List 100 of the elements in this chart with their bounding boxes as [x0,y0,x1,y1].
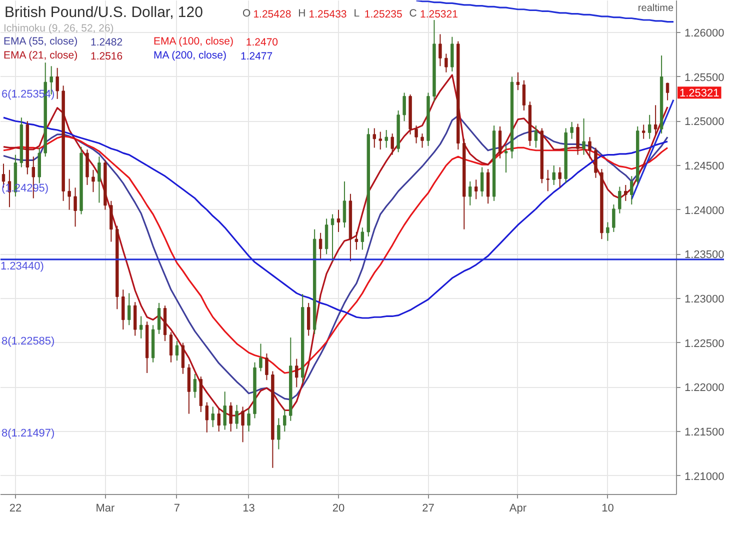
candlestick [666,82,670,101]
candlestick [480,166,484,198]
candlestick [330,214,334,262]
candlestick [606,222,610,242]
text: EMA (21, close) [4,50,78,62]
y-tick-label: 1.21000 [684,470,724,483]
y-tick-label: 1.25000 [684,116,724,128]
x-tick-label: Apr [509,502,527,514]
candlestick [110,200,113,242]
candlestick [402,92,406,122]
text: MA (200, close) [154,50,226,62]
y-tick-label: 1.26000 [684,27,724,40]
candlestick [522,80,526,111]
candlestick [295,358,298,388]
candlestick [486,168,490,204]
candlestick [306,302,310,336]
candlestick [86,149,89,186]
candlestick [594,147,598,178]
y-tick-label: 1.23000 [684,293,724,306]
candlestick [134,302,137,336]
candlestick [122,289,125,330]
candlestick [175,340,179,362]
annotation: 8(1.22585) [2,336,55,348]
candlestick [468,180,472,206]
candlestick [181,342,185,374]
candlestick [354,231,358,250]
annotation: 8(1.21497) [2,428,55,440]
candlestick [128,292,131,326]
text: EMA (55, close) [4,36,78,48]
candlestick [277,418,280,450]
candlestick [582,118,586,156]
x-tick-label: 22 [9,502,22,514]
candlestick [98,156,101,204]
x-tick-label: 7 [174,502,180,514]
candlestick [56,67,59,100]
annotation: Ichimoku (9, 26, 52, 26) [4,22,114,34]
candlestick [241,406,244,443]
candlestick [414,125,418,144]
candlestick [187,364,191,414]
candlestick [378,131,382,150]
text: O 1.25428 H 1.25433 L 1.25235 C 1.25321 [242,8,458,20]
candlestick [498,126,502,159]
candlestick [229,402,232,432]
annotation: 1.2516 [90,50,123,62]
candlestick [534,125,538,148]
candlestick [618,186,622,214]
candlestick [217,408,220,432]
candlestick [223,391,226,430]
candlestick [360,227,364,250]
candlestick [38,147,41,184]
text: EMA (100, close) [154,36,234,48]
line-series [2,114,668,400]
candlestick [576,123,580,156]
candlestick [324,218,328,255]
line-series [630,99,674,200]
candlestick [504,145,508,174]
annotation: 1.2477 [240,50,273,62]
y-tick-label: 1.22500 [684,338,724,350]
candlestick [588,136,592,159]
candlestick [384,129,388,148]
candlestick [247,408,250,432]
candlestick [283,408,286,432]
line-series [2,116,668,319]
candlestick [336,209,340,232]
candlestick [372,128,376,148]
candlestick [342,180,346,228]
x-tick-label: 20 [332,502,345,514]
y-tick-label: 1.23500 [684,249,724,262]
candlestick [211,406,214,428]
y-tick-label: 1.24000 [684,204,724,217]
candlestick [438,34,442,67]
candlestick [235,404,238,430]
annotation: realtime [638,3,674,14]
y-tick-label: 1.22000 [684,382,724,394]
candlestick [516,72,520,91]
x-tick-label: 27 [422,502,434,514]
x-tick-label: 13 [242,502,255,514]
candlestick [205,402,208,433]
candlestick [318,232,322,260]
candlestick [444,53,448,73]
y-tick-label: 1.24500 [684,160,724,172]
candlestick [450,36,454,72]
candlestick [558,166,562,188]
candlestick [68,178,71,210]
candlestick [624,184,628,202]
annotation: 1.2470 [246,36,278,48]
candlestick [139,316,143,339]
candlestick [570,122,574,140]
candlestick [474,179,478,200]
x-tick-label: 10 [602,502,614,514]
x-tick-label: Mar [96,502,115,514]
candlestick [546,169,550,192]
candlestick [157,302,161,334]
chart-title: British Pound/U.S. Dollar, 120 [4,4,203,21]
candlestick [420,133,424,148]
line-series [415,0,674,23]
candlestick [642,124,646,140]
candlestick [193,373,197,398]
candlestick [265,352,268,381]
candlestick [654,104,658,136]
